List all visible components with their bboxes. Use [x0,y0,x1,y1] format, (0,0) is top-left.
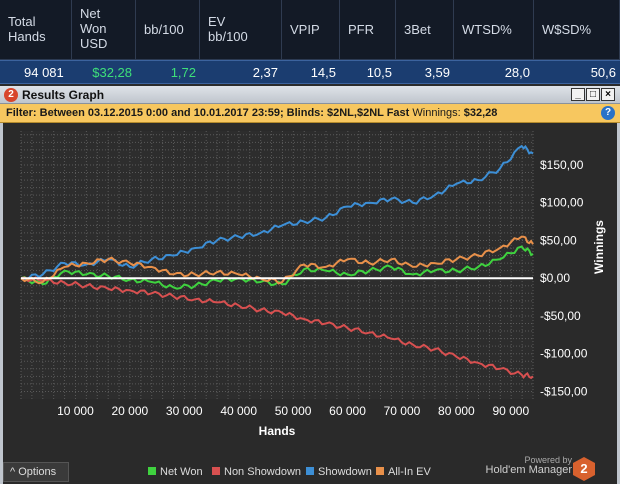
legend-swatch [306,467,314,475]
legend-item[interactable]: All-In EV [376,466,431,478]
x-tick-label: 40 000 [220,404,257,418]
legend-label: Net Won [160,466,203,478]
x-tick-label: 90 000 [492,404,529,418]
x-tick-label: 80 000 [438,404,475,418]
stats-values-row[interactable]: 94 081 $32,28 1,72 2,37 14,5 10,5 3,59 28,0 50,6 [0,60,620,84]
winnings-label: Winnings: [412,107,461,119]
filter-description: Between 03.12.2015 0:00 and 10.01.2017 2… [39,107,410,119]
hm2-badge-icon: 2 [573,457,595,481]
y-axis-title: Winnings [592,220,606,274]
series-line-non-showdown [20,276,534,380]
legend-label: Non Showdown [224,466,302,478]
help-icon[interactable]: ? [601,106,615,120]
close-button[interactable]: × [601,88,615,101]
legend-swatch [376,467,384,475]
results-graph-titlebar[interactable]: 2 Results Graph _ □ × [0,86,620,104]
x-tick-label: 50 000 [275,404,312,418]
stats-column-header[interactable]: 3Bet [396,0,454,60]
stats-column-header[interactable]: bb/100 [136,0,200,60]
stats-value: 14,5 [310,65,336,80]
maximize-button[interactable]: □ [586,88,600,101]
y-tick-label: $50,00 [540,233,577,247]
stats-column-header[interactable]: Total Hands [0,0,72,60]
filter-bar[interactable]: Filter: Between 03.12.2015 0:00 and 10.0… [0,104,620,123]
stats-column-header[interactable]: Net Won USD [72,0,136,60]
stats-value: 50,6 [590,65,616,80]
stats-column-label: Net Won USD [80,6,108,51]
stats-column-header[interactable]: PFR [340,0,396,60]
filter-prefix: Filter: [6,107,37,119]
stats-column-label: Total Hands [8,14,46,44]
powered-by-text: Powered by [524,455,572,465]
stats-column-label: VPIP [290,22,320,37]
x-tick-label: 60 000 [329,404,366,418]
stats-column-header[interactable]: WTSD% [454,0,534,60]
y-tick-label: -$50,00 [540,309,581,323]
plot-background [21,131,533,399]
stats-value: $32,28 [92,65,132,80]
series-line-all-in-ev [20,235,534,285]
stats-column-header[interactable]: W$SD% [534,0,620,60]
y-tick-label: -$150,00 [540,384,588,398]
minimize-button[interactable]: _ [571,88,585,101]
y-tick-label: $100,00 [540,196,584,210]
stats-column-label: PFR [348,22,374,37]
stats-value: 1,72 [170,65,196,80]
stats-value: 28,0 [504,65,530,80]
series-line-net-won [20,245,534,290]
stats-column-label: bb/100 [144,22,184,37]
legend-item[interactable]: Showdown [306,466,372,478]
filter-text: Filter: Between 03.12.2015 0:00 and 10.0… [6,107,497,119]
legend-swatch [148,467,156,475]
stats-value: 94 081 [24,65,64,80]
y-tick-label: $0,00 [540,271,570,285]
x-tick-label: 30 000 [166,404,203,418]
stats-column-label: W$SD% [542,22,592,37]
legend-item[interactable]: Non Showdown [212,466,301,478]
x-tick-label: 20 000 [111,404,148,418]
y-tick-label: $150,00 [540,158,584,172]
legend-swatch [212,467,220,475]
x-axis-title: Hands [259,424,296,438]
x-tick-label: 70 000 [384,404,421,418]
bottom-bar: ^ Options Net Won Non Showdown Showdown All… [0,460,620,484]
graph-area: $150,00 $100,00 $50,00 $0,00 -$50,00 -$100,00… [0,123,620,484]
y-tick-label: -$100,00 [540,347,588,361]
stats-value: 3,59 [424,65,450,80]
stats-value: 10,5 [366,65,392,80]
results-chart: $150,00 $100,00 $50,00 $0,00 -$50,00 -$100,00… [20,131,606,438]
legend-label: Showdown [318,466,372,478]
options-button[interactable]: ^ Options [3,462,69,482]
window-title: Results Graph [22,88,105,102]
stats-header: Total Hands Net Won USD bb/100 EV bb/100 VPI… [0,0,620,60]
winnings-value: $32,28 [463,107,498,119]
legend-label: All-In EV [388,466,431,478]
legend-item[interactable]: Net Won [148,466,203,478]
stats-column-label: 3Bet [404,22,431,37]
stats-column-header[interactable]: EV bb/100 [200,0,282,60]
stats-column-header[interactable]: VPIP [282,0,340,60]
powered-by: Powered by Hold'em Manager [470,455,572,476]
stats-column-label: WTSD% [462,22,512,37]
stats-value: 2,37 [252,65,278,80]
x-tick-label: 10 000 [57,404,94,418]
hm-logo-icon: 2 [4,88,18,102]
brand-text: Hold'em Manager [485,464,572,476]
stats-column-label: EV bb/100 [208,14,248,44]
